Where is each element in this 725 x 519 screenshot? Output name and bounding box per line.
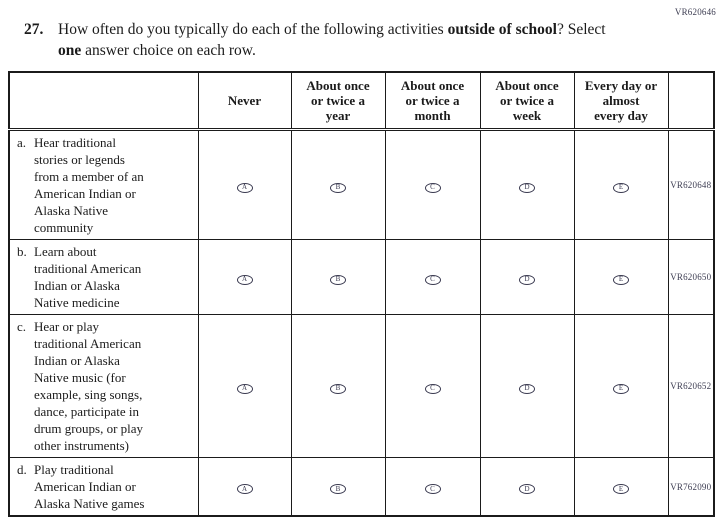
bubble-row-d-never[interactable]: A — [236, 484, 253, 494]
bubble-row-c-once-twice-week[interactable]: D — [519, 383, 535, 394]
row-c-label: c. Hear or play traditional American Indi… — [8, 314, 199, 458]
header-every-day: Every day or almost every day — [573, 71, 669, 131]
row-d-letter: d. — [17, 462, 27, 477]
bubble-row-c-never[interactable]: A — [236, 383, 253, 394]
row-a-vr-code: VR620648 — [667, 129, 715, 240]
bubble-letter: B — [335, 275, 341, 283]
header-once-twice-month: About once or twice a month — [384, 71, 481, 131]
bubble-row-d-once-twice-year[interactable]: B — [330, 484, 346, 494]
bubble-row-c-once-twice-year[interactable]: B — [330, 383, 346, 394]
bubble-letter: D — [524, 183, 530, 191]
header-once-twice-year: About once or twice a year — [290, 71, 386, 131]
question-text-bold: outside of school — [447, 21, 557, 38]
row-c-vr-code: VR620652 — [667, 314, 715, 458]
bubble-letter: C — [430, 384, 435, 392]
bubble-letter: C — [430, 275, 435, 283]
bubble-letter: E — [618, 183, 624, 191]
question-text-part: answer choice on each row. — [81, 42, 256, 59]
bubble-row-a-never[interactable]: A — [236, 182, 253, 193]
form-code-top: VR620646 — [674, 7, 716, 17]
bubble-row-a-once-twice-year[interactable]: B — [330, 182, 346, 193]
question-text-bold: one — [58, 42, 82, 59]
bubble-letter: E — [618, 384, 624, 392]
bubble-row-c-once-twice-month[interactable]: C — [424, 383, 441, 394]
bubble-letter: C — [430, 484, 435, 493]
bubble-letter: A — [241, 275, 248, 283]
bubble-letter: C — [430, 183, 435, 191]
bubble-row-a-once-twice-week[interactable]: D — [519, 182, 535, 193]
row-b-vr-code: VR620650 — [667, 239, 715, 315]
header-once-twice-week: About once or twice a week — [479, 71, 575, 131]
bubble-row-b-once-twice-year[interactable]: B — [330, 274, 346, 285]
bubble-row-d-once-twice-month[interactable]: C — [424, 484, 441, 494]
bubble-letter: A — [241, 183, 248, 191]
row-c-text: Hear or play traditional American Indian… — [34, 319, 144, 453]
question-text-part: How often do you typically do each of th… — [58, 21, 448, 38]
bubble-row-d-once-twice-week[interactable]: D — [519, 484, 535, 494]
bubble-letter: D — [524, 484, 530, 493]
row-c-letter: c. — [17, 319, 27, 334]
row-b-text: Learn about traditional American Indian … — [34, 244, 142, 310]
bubble-letter: D — [524, 384, 530, 392]
table-row-b: b. Learn about traditional American India… — [8, 239, 715, 315]
row-d-label: d. Play traditional American Indian or Al… — [8, 457, 199, 517]
header-never: Never — [197, 71, 292, 131]
row-b-letter: b. — [17, 244, 27, 259]
answer-grid: Never About once or twice a year About o… — [8, 71, 715, 517]
bubble-letter: B — [335, 183, 341, 191]
question-block: 27. How often do you typically do each o… — [24, 19, 684, 61]
row-a-text: Hear traditional stories or legends from… — [34, 135, 144, 235]
row-a-letter: a. — [17, 135, 27, 150]
bubble-letter: B — [335, 484, 341, 493]
bubble-row-a-once-twice-month[interactable]: C — [424, 182, 441, 193]
bubble-row-c-every-day[interactable]: E — [613, 383, 629, 394]
table-row-a: a. Hear traditional stories or legends fr… — [8, 129, 715, 240]
table-row-d: d. Play traditional American Indian or Al… — [8, 457, 715, 517]
bubble-letter: A — [241, 384, 248, 392]
bubble-letter: D — [524, 275, 530, 283]
bubble-letter: E — [618, 275, 624, 283]
table-row-c: c. Hear or play traditional American Indi… — [8, 314, 715, 458]
bubble-row-d-every-day[interactable]: E — [613, 484, 629, 494]
question-text-part: ? Select — [556, 21, 606, 38]
bubble-row-a-every-day[interactable]: E — [613, 182, 629, 193]
header-blank-code — [667, 71, 715, 131]
bubble-letter: E — [618, 484, 624, 493]
row-d-vr-code: VR762090 — [667, 457, 715, 517]
bubble-row-b-once-twice-week[interactable]: D — [519, 274, 535, 285]
question-number: 27. — [24, 21, 44, 38]
row-a-label: a. Hear traditional stories or legends fr… — [8, 129, 199, 240]
header-row: Never About once or twice a year About o… — [8, 71, 715, 131]
row-b-label: b. Learn about traditional American India… — [8, 239, 199, 315]
row-d-text: Play traditional American Indian or Alas… — [34, 462, 145, 511]
question-text: How often do you typically do each of th… — [58, 19, 684, 61]
bubble-row-b-every-day[interactable]: E — [613, 274, 629, 285]
header-blank-stub — [8, 71, 199, 131]
bubble-letter: B — [335, 384, 341, 392]
bubble-row-b-never[interactable]: A — [236, 274, 253, 285]
bubble-letter: A — [241, 484, 248, 493]
bubble-row-b-once-twice-month[interactable]: C — [424, 274, 441, 285]
